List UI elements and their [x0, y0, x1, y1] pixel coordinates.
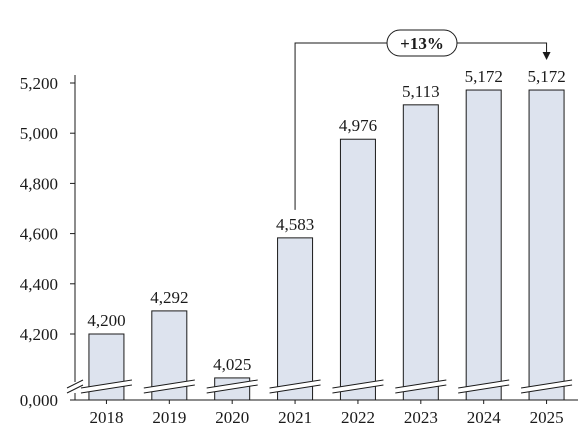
bar-break-2025-mark-b [520, 384, 573, 394]
x-tick-label-2018: 2018 [89, 408, 123, 427]
bar-break-2020-mark-b [206, 384, 258, 394]
bar-2024 [465, 89, 502, 401]
data-label-2019: 4,292 [150, 288, 188, 307]
x-tick-label-2022: 2022 [341, 408, 375, 427]
y-tick-label-4600: 4,600 [20, 225, 58, 244]
x-tick-label-2021: 2021 [278, 408, 312, 427]
bar-break-2021-mark-a [269, 379, 321, 389]
bar-break-2019-mark-b [143, 384, 195, 394]
data-label-2025: 5,172 [527, 67, 565, 86]
axes-group [70, 75, 578, 404]
data-label-2021: 4,583 [276, 215, 314, 234]
y-axis-break-mark-a [66, 379, 84, 389]
data-label-2024: 5,172 [465, 67, 503, 86]
bar-break-2023-gap [395, 380, 447, 393]
bar-break-2020-mark-a [206, 379, 258, 389]
x-tick-label-2025: 2025 [530, 408, 564, 427]
bar-2022 [339, 138, 376, 401]
y-tick-label-5200: 5,200 [20, 74, 58, 93]
y-tick-label-5000: 5,000 [20, 124, 58, 143]
y-axis-break-gap [67, 380, 83, 393]
data-label-2020: 4,025 [213, 355, 251, 374]
bar-2025 [528, 89, 565, 401]
annotation-arrowhead [542, 52, 551, 60]
bar-break-2023-mark-b [395, 384, 447, 394]
y-tick-label-4400: 4,400 [20, 275, 58, 294]
y-tick-label-4800: 4,800 [20, 174, 58, 193]
annotation-badge [386, 29, 458, 57]
bar-break-2025-gap [521, 380, 573, 393]
bar-break-2021-mark-b [269, 384, 321, 394]
x-tick-label-2023: 2023 [404, 408, 438, 427]
bar-break-2022-gap [332, 380, 384, 393]
growth-annotation: +13% [294, 29, 551, 210]
data-label-2022: 4,976 [339, 116, 377, 135]
bars-group [88, 89, 565, 401]
bar-break-2018-mark-b [80, 384, 133, 394]
bar-break-2024-mark-a [458, 379, 510, 389]
bar-break-2024-mark-b [458, 384, 510, 394]
y-tick-label-4200: 4,200 [20, 325, 58, 344]
y-axis-break-mark-b [66, 384, 84, 394]
y-tick-label-0: 0,000 [20, 391, 58, 410]
bar-break-2024-gap [458, 380, 510, 393]
bar-break-2019-gap [143, 380, 195, 393]
bar-break-2022-mark-b [332, 384, 384, 394]
bar-2023 [402, 104, 439, 401]
bar-break-2019-mark-a [143, 379, 195, 389]
annotation-badge-text: +13% [400, 34, 444, 53]
x-tick-label-2019: 2019 [152, 408, 186, 427]
bar-break-2018-mark-a [80, 379, 133, 389]
bar-break-2021-gap [269, 380, 321, 393]
data-label-2023: 5,113 [402, 82, 440, 101]
bar-break-2023-mark-a [395, 379, 447, 389]
data-label-2018: 4,200 [87, 311, 125, 330]
bar-break-2025-mark-a [520, 379, 573, 389]
axis-break-group [66, 379, 573, 394]
bar-break-2022-mark-a [332, 379, 384, 389]
x-tick-label-2020: 2020 [215, 408, 249, 427]
bar-break-2018-gap [80, 380, 132, 393]
x-tick-label-2024: 2024 [467, 408, 502, 427]
labels-group: 4,200 4,292 4,025 4,583 4,976 5,113 5,172 5,172… [20, 67, 566, 427]
bar-break-2020-gap [206, 380, 258, 393]
bar-2021 [277, 237, 314, 401]
